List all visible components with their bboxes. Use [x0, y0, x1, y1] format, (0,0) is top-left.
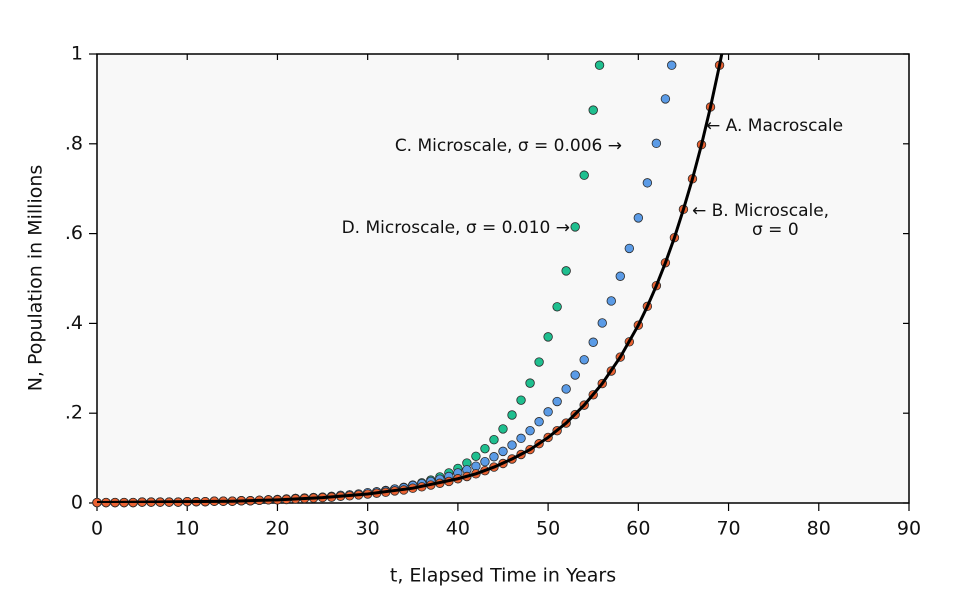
data-point	[489, 434, 499, 445]
data-point	[489, 452, 499, 462]
data-point	[516, 395, 526, 405]
data-point	[660, 94, 671, 104]
data-point	[651, 138, 662, 149]
y-tick-label: .6	[65, 222, 83, 244]
data-point	[507, 440, 517, 450]
data-point	[667, 60, 677, 70]
x-tick-label: 0	[91, 518, 103, 540]
x-tick-label: 50	[536, 518, 560, 540]
data-point	[606, 296, 616, 306]
y-tick-label: .4	[65, 312, 83, 334]
y-tick-label: .2	[65, 402, 83, 424]
data-point	[516, 433, 526, 444]
data-point	[552, 302, 562, 312]
data-point	[561, 266, 571, 276]
data-point	[579, 170, 589, 180]
annotation: ← A. Macroscale	[706, 116, 843, 136]
data-point	[594, 60, 605, 70]
annotation: C. Microscale, σ = 0.006 →	[395, 136, 622, 156]
data-point	[642, 178, 653, 188]
data-point	[471, 451, 481, 462]
x-axis-label: t, Elapsed Time in Years	[390, 565, 616, 587]
data-point	[534, 417, 544, 427]
data-point	[588, 105, 598, 115]
annotation: D. Microscale, σ = 0.010 →	[342, 218, 570, 238]
data-point	[534, 357, 544, 367]
x-tick-label: 60	[626, 518, 650, 540]
data-point	[498, 446, 508, 457]
data-point	[525, 378, 535, 388]
data-point	[561, 384, 571, 394]
y-tick-label: 1	[71, 43, 83, 65]
data-point	[507, 410, 517, 420]
x-tick-label: 10	[175, 518, 199, 540]
y-tick-label: .8	[65, 132, 83, 154]
data-point	[624, 243, 635, 254]
x-tick-label: 20	[265, 518, 289, 540]
x-tick-label: 90	[897, 518, 921, 540]
y-axis-label: N, Population in Millions	[25, 165, 47, 392]
data-point	[579, 355, 589, 365]
annotation: σ = 0	[752, 220, 799, 240]
x-tick-label: 40	[446, 518, 470, 540]
annotation: ← B. Microscale,	[692, 201, 829, 221]
x-tick-label: 70	[716, 518, 740, 540]
macroscale-line	[97, 54, 724, 503]
data-point	[552, 396, 562, 407]
data-point	[633, 213, 644, 223]
data-point	[570, 370, 580, 380]
data-point	[480, 456, 490, 467]
data-point	[498, 424, 508, 434]
x-tick-label: 80	[807, 518, 831, 540]
data-point	[570, 222, 580, 232]
data-point	[588, 337, 598, 347]
data-point	[525, 426, 535, 436]
y-tick-label: 0	[71, 492, 83, 514]
data-point	[543, 332, 553, 342]
data-point	[615, 271, 625, 281]
data-point	[480, 443, 490, 454]
data-point	[543, 407, 553, 417]
x-tick-label: 30	[356, 518, 380, 540]
data-point	[597, 318, 607, 328]
